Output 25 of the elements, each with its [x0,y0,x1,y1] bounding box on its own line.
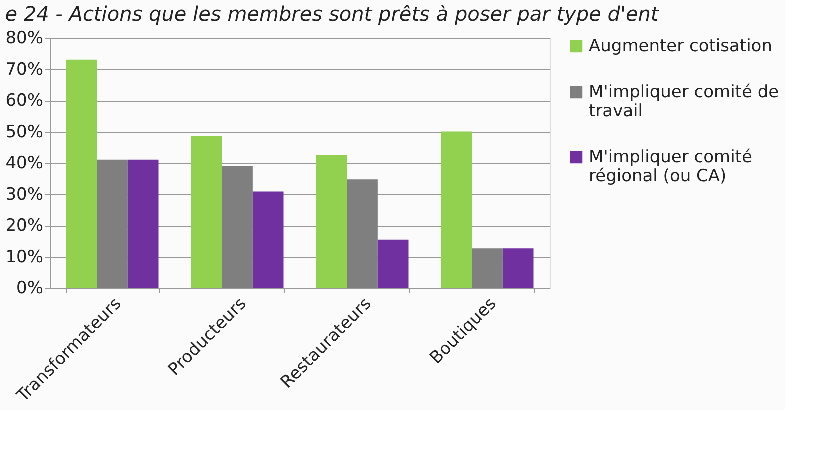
legend-label: Augmenter cotisation [589,36,772,56]
bar [378,240,409,288]
bar [222,166,253,288]
bar [128,160,159,288]
bar [66,60,98,288]
chart-title: e 24 - Actions que les membres sont prêts à poser par type d'ent [5,2,660,26]
legend-label: M'impliquer comité de travail [589,82,780,122]
y-tick-label: 40% [6,154,44,174]
bar [316,155,348,288]
y-tick-label: 10% [6,247,44,268]
bar [347,180,378,288]
y-tick-label: 80% [6,28,44,48]
y-tick-label: 50% [6,122,44,142]
y-tick-label: 70% [6,60,44,80]
bar [502,248,534,288]
y-tick-label: 60% [6,91,44,111]
bar [191,136,222,288]
bar [441,132,472,288]
bar [97,160,128,288]
legend-label: M'impliquer comité régional (ou CA) [589,148,752,186]
y-tick-label: 20% [6,216,44,236]
bar [252,192,284,288]
y-tick-label: 30% [6,184,44,205]
bar [472,248,503,288]
y-tick-label: 0% [16,278,44,298]
